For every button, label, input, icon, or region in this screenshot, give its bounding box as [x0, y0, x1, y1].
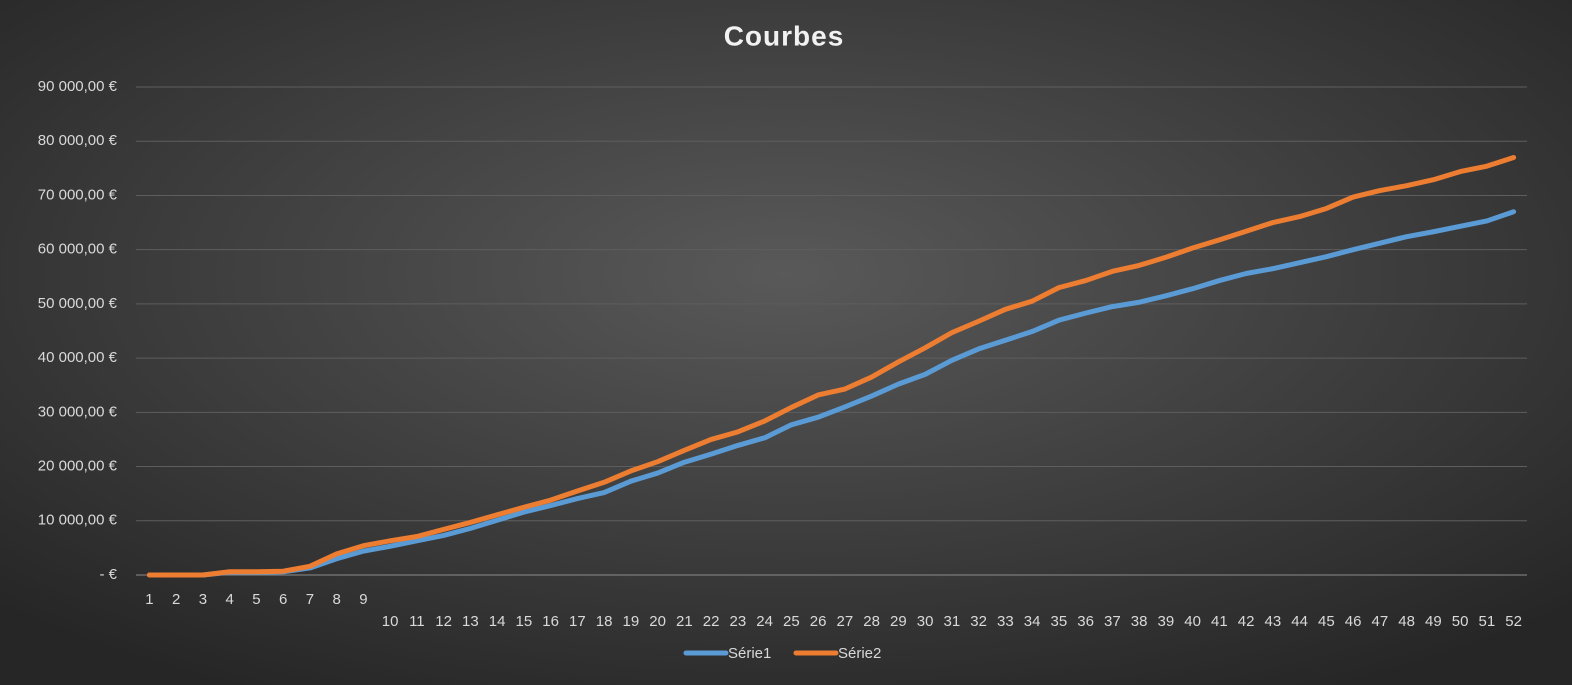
series-line	[146, 209, 1517, 578]
x-tick-label: 17	[569, 613, 586, 630]
x-tick-label: 16	[542, 613, 559, 630]
x-tick-label: 22	[703, 613, 720, 630]
x-tick-label: 46	[1345, 613, 1362, 630]
x-tick-label: 6	[279, 591, 287, 608]
x-tick-label: 32	[970, 613, 987, 630]
x-tick-label: 30	[917, 613, 934, 630]
x-tick-label: 48	[1398, 613, 1415, 630]
x-tick-label: 24	[756, 613, 773, 630]
x-tick-label: 38	[1131, 613, 1148, 630]
x-tick-label: 27	[837, 613, 854, 630]
x-tick-label: 11	[409, 613, 425, 630]
x-tick-label: 15	[516, 613, 533, 630]
y-tick-label: 80 000,00 €	[38, 132, 118, 149]
y-tick-label: 40 000,00 €	[38, 349, 118, 366]
x-tick-label: 7	[306, 591, 314, 608]
y-tick-label: 30 000,00 €	[38, 403, 118, 420]
x-tick-label: 28	[863, 613, 880, 630]
y-tick-label: 10 000,00 €	[38, 512, 118, 529]
x-tick-label: 5	[252, 591, 260, 608]
x-tick-label: 25	[783, 613, 800, 630]
x-tick-label: 14	[489, 613, 506, 630]
x-tick-label: 8	[332, 591, 340, 608]
x-tick-label: 42	[1238, 613, 1255, 630]
x-tick-label: 47	[1372, 613, 1389, 630]
x-tick-label: 52	[1505, 613, 1522, 630]
y-tick-label: 70 000,00 €	[38, 186, 118, 203]
x-tick-label: 51	[1479, 613, 1496, 630]
x-tick-label: 26	[810, 613, 827, 630]
y-tick-label: 60 000,00 €	[38, 241, 118, 258]
x-tick-label: 49	[1425, 613, 1442, 630]
x-tick-label: 20	[649, 613, 666, 630]
x-tick-label: 3	[199, 591, 207, 608]
x-tick-label: 19	[623, 613, 640, 630]
x-tick-label: 50	[1452, 613, 1469, 630]
y-tick-label: 90 000,00 €	[38, 78, 118, 95]
x-tick-label: 43	[1265, 613, 1282, 630]
x-tick-label: 31	[944, 613, 961, 630]
x-tick-label: 40	[1184, 613, 1201, 630]
x-tick-label: 13	[462, 613, 479, 630]
legend-label: Série1	[728, 645, 771, 662]
x-tick-label: 1	[145, 591, 153, 608]
x-tick-label: 23	[730, 613, 747, 630]
x-tick-label: 2	[172, 591, 180, 608]
x-tick-label: 4	[225, 591, 233, 608]
legend-label: Série2	[838, 645, 881, 662]
x-tick-label: 12	[435, 613, 452, 630]
x-tick-label: 9	[359, 591, 367, 608]
y-tick-label: 50 000,00 €	[38, 295, 118, 312]
x-tick-label: 18	[596, 613, 613, 630]
x-tick-label: 35	[1051, 613, 1068, 630]
x-tick-label: 39	[1158, 613, 1175, 630]
y-tick-label: 20 000,00 €	[38, 458, 118, 475]
x-tick-label: 21	[676, 613, 693, 630]
chart-title: Courbes	[724, 20, 845, 51]
x-tick-label: 33	[997, 613, 1014, 630]
x-tick-label: 44	[1291, 613, 1308, 630]
x-tick-label: 10	[382, 613, 399, 630]
x-tick-label: 45	[1318, 613, 1335, 630]
x-tick-label: 41	[1211, 613, 1228, 630]
x-tick-label: 37	[1104, 613, 1121, 630]
y-tick-label: - €	[99, 566, 117, 583]
x-tick-label: 29	[890, 613, 907, 630]
x-tick-label: 34	[1024, 613, 1041, 630]
x-tick-label: 36	[1077, 613, 1094, 630]
series-line	[146, 154, 1517, 578]
